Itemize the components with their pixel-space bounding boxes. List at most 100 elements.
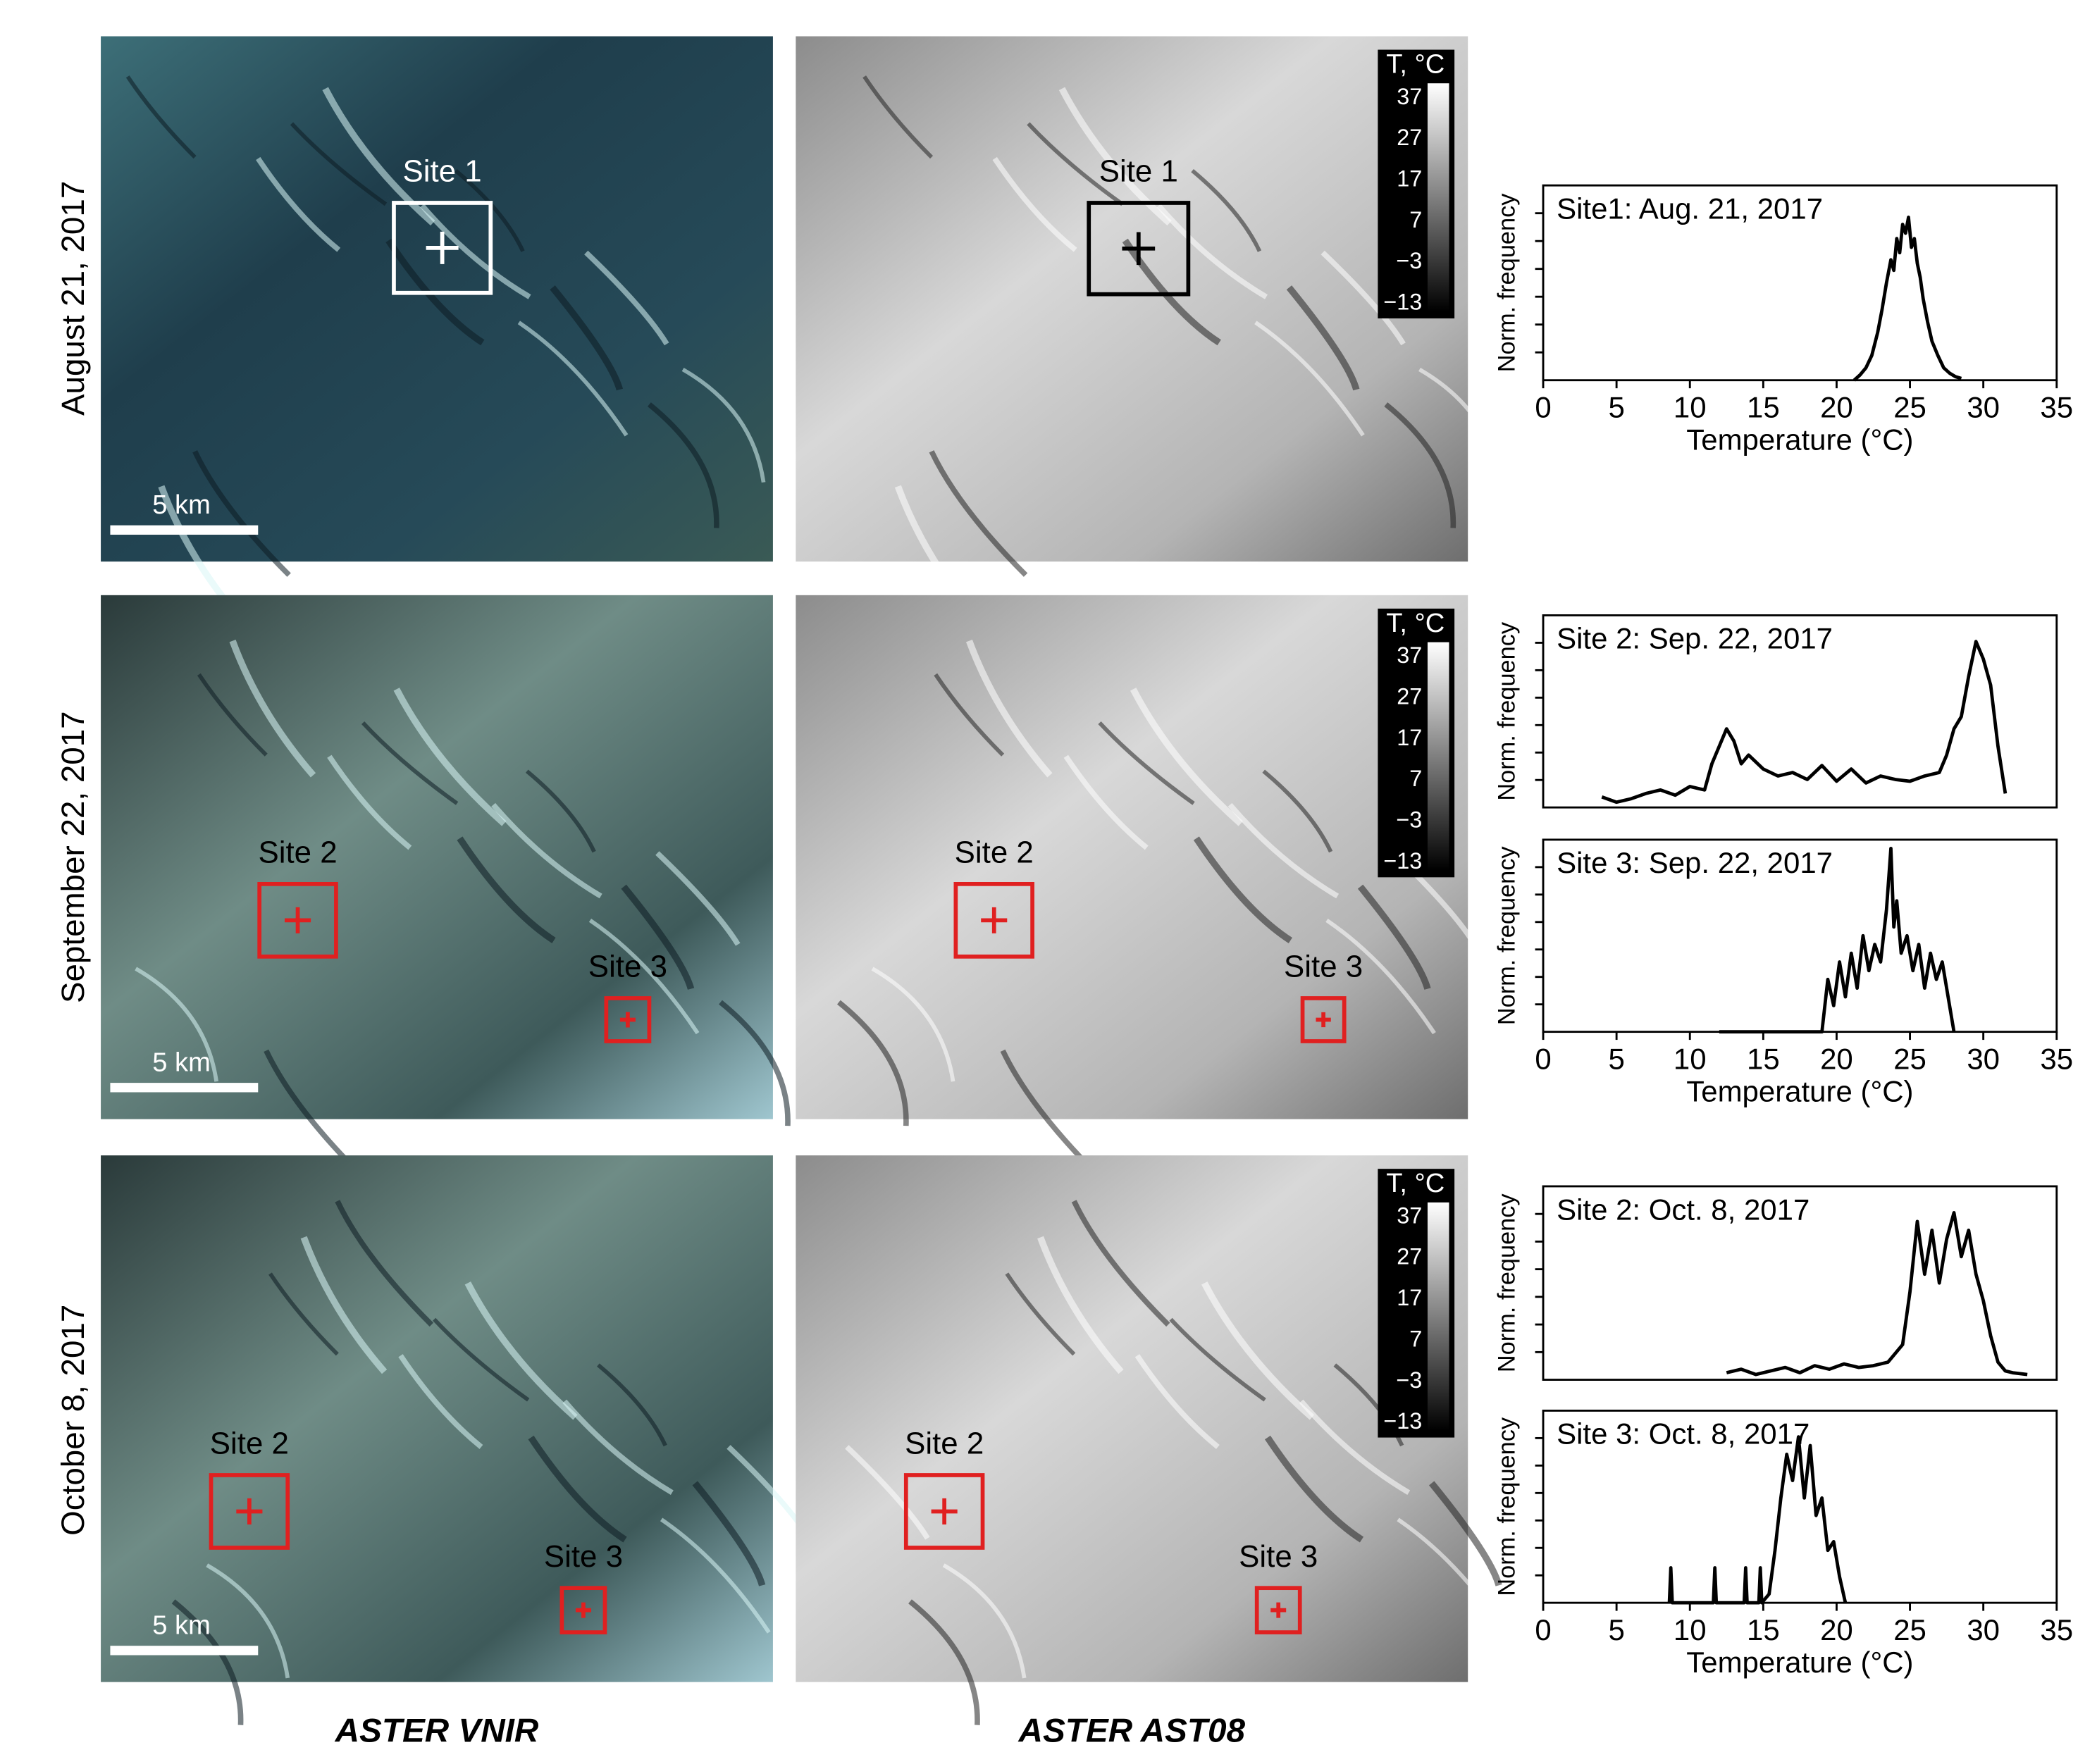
- terrain-ridge: [1264, 1435, 1364, 1543]
- histogram-line: [1719, 846, 1956, 1034]
- x-tick-label: 15: [1747, 1043, 1780, 1076]
- site-cross: [619, 1012, 636, 1028]
- colorbar-title: T, °C: [1386, 1168, 1445, 1198]
- terrain-ridge: [229, 640, 316, 778]
- terrain-ridge: [517, 321, 629, 437]
- site-box: [392, 201, 493, 295]
- colorbar-tick-label: 37: [1397, 642, 1422, 668]
- row-label: August 21, 2017: [55, 181, 91, 416]
- plot-frame: [1542, 1410, 2058, 1604]
- terrain-ridge: [525, 769, 596, 853]
- terrain-ridge: [719, 1000, 791, 1126]
- terrain-ridge: [393, 688, 507, 826]
- x-tick-label: 20: [1820, 391, 1853, 424]
- colorbar-tick-label: 27: [1397, 683, 1422, 709]
- y-axis-label: Norm. frequency: [1493, 1193, 1520, 1373]
- x-axis-label: Temperature (°C): [1686, 1646, 1913, 1679]
- terrain-ridge: [929, 450, 1028, 577]
- scale-bar-label: 5 km: [152, 1047, 211, 1077]
- terrain-ridge: [1227, 802, 1340, 899]
- terrain-ridge: [1191, 169, 1262, 252]
- x-tick-label: 30: [1967, 1043, 2000, 1076]
- site-label: Site 2: [955, 836, 1034, 870]
- terrain-ridge: [550, 285, 624, 391]
- satellite-image: [101, 595, 773, 1119]
- terrain-ridge: [655, 851, 741, 946]
- terrain-ridge: [1262, 769, 1333, 853]
- site-box: [257, 882, 338, 959]
- terrain-ridge: [942, 1563, 1027, 1679]
- terrain-ridge: [837, 1000, 909, 1126]
- terrain-ridge: [1071, 1200, 1170, 1327]
- chart-title: Site 3: Oct. 8, 2017: [1557, 1417, 1810, 1451]
- terrain-ridge: [322, 87, 435, 226]
- terrain-ridge: [335, 1200, 434, 1327]
- site-label: Site 3: [1284, 950, 1363, 984]
- column-label: ASTER VNIR: [335, 1713, 539, 1750]
- x-tick-label: 10: [1674, 1043, 1707, 1076]
- colorbar-tick-label: 37: [1397, 84, 1422, 109]
- colorbar-tick-label: 27: [1397, 125, 1422, 150]
- plot-frame: [1542, 184, 2058, 382]
- site-cross: [1122, 232, 1156, 266]
- chart-title: Site1: Aug. 21, 2017: [1557, 192, 1823, 225]
- terrain-ridge: [1134, 1354, 1220, 1449]
- x-tick-label: 25: [1893, 1613, 1926, 1646]
- terrain-ridge: [660, 1517, 771, 1634]
- terrain-ridge: [692, 1481, 766, 1586]
- terrain-ridge: [845, 1445, 930, 1540]
- terrain-ridge: [192, 450, 291, 577]
- site-cross: [931, 1498, 958, 1525]
- site-label: Site 3: [544, 1539, 623, 1574]
- site-box: [953, 882, 1034, 959]
- colorbar-tick-label: 17: [1397, 166, 1422, 191]
- histogram-line: [1667, 1435, 1848, 1605]
- y-axis-label: Norm. frequency: [1493, 621, 1520, 801]
- x-tick-label: 0: [1535, 1043, 1551, 1076]
- plot-frame: [1542, 614, 2058, 809]
- y-axis-label: Norm. frequency: [1493, 193, 1520, 373]
- terrain-ridge: [992, 156, 1077, 252]
- terrain-ridge: [361, 721, 459, 805]
- site-label: Site 3: [1239, 1539, 1318, 1574]
- x-tick-label: 25: [1893, 1043, 1926, 1076]
- terrain-ridge: [1418, 367, 1502, 483]
- site-cross: [426, 231, 459, 264]
- site-label: Site 1: [1099, 154, 1178, 189]
- site-box: [604, 996, 652, 1043]
- terrain-ridge: [385, 238, 485, 346]
- terrain-ridge: [1320, 250, 1406, 346]
- scale-bar-label: 5 km: [152, 1610, 211, 1641]
- terrain-ridge: [1201, 1281, 1315, 1420]
- terrain-ridge: [1193, 836, 1292, 943]
- terrain-ridge: [433, 1317, 530, 1402]
- x-tick-label: 35: [2040, 1043, 2073, 1076]
- histogram-line: [1601, 640, 2008, 805]
- site-box: [1300, 996, 1347, 1043]
- site-cross: [285, 907, 311, 933]
- x-tick-label: 30: [1967, 391, 2000, 424]
- terrain-ridge: [300, 1236, 388, 1374]
- x-tick-label: 20: [1820, 1043, 1853, 1076]
- terrain-ridge: [1384, 402, 1456, 528]
- x-tick-label: 10: [1674, 391, 1707, 424]
- x-tick-label: 10: [1674, 1613, 1707, 1646]
- x-tick-label: 0: [1535, 1613, 1551, 1646]
- terrain-ridge: [125, 75, 197, 159]
- x-axis-label: Temperature (°C): [1686, 1074, 1913, 1107]
- terrain-ridge: [1357, 884, 1431, 990]
- colorbar: [1427, 1202, 1449, 1431]
- terrain-ridge: [1169, 1317, 1266, 1402]
- terrain-ridge: [1063, 754, 1149, 850]
- x-axis-label: Temperature (°C): [1686, 423, 1913, 456]
- x-tick-label: 0: [1535, 391, 1551, 424]
- site-label: Site 3: [588, 950, 667, 984]
- terrain-ridge: [1428, 1481, 1502, 1586]
- histogram-line: [1726, 1211, 2028, 1377]
- colorbar-tick-label: 7: [1409, 207, 1422, 232]
- site-label: Site 2: [258, 836, 337, 870]
- x-tick-label: 5: [1608, 391, 1624, 424]
- site-label: Site 2: [210, 1427, 289, 1461]
- terrain-ridge: [934, 673, 1005, 757]
